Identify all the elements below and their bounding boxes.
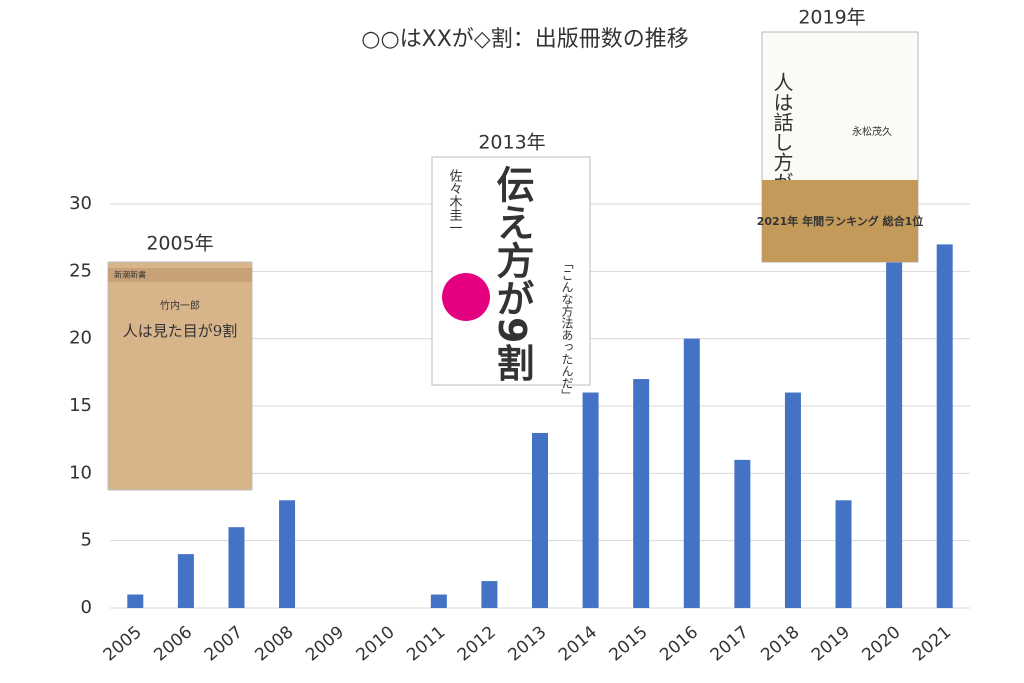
- y-tick-label: 5: [81, 530, 92, 551]
- x-tick-label: 2014: [555, 622, 601, 665]
- y-tick-label: 10: [69, 462, 92, 483]
- x-tick-label: 2007: [201, 622, 247, 665]
- x-tick-label: 2012: [454, 622, 500, 665]
- bar: [936, 244, 953, 608]
- bar: [886, 257, 903, 608]
- y-tick-label: 30: [69, 193, 92, 214]
- bar: [734, 459, 751, 608]
- x-tick-label: 2009: [302, 622, 348, 665]
- cover-band: [108, 268, 252, 282]
- cover-publisher: 新潮新書: [114, 270, 146, 280]
- cover-author: 佐々木圭一: [447, 169, 463, 234]
- y-tick-label: 20: [69, 328, 92, 349]
- annotation-label: 2013年: [478, 132, 545, 154]
- y-tick-label: 0: [81, 597, 92, 618]
- x-tick-label: 2021: [909, 622, 955, 665]
- bar: [532, 432, 548, 608]
- bar: [228, 527, 245, 608]
- book-cover: [431, 156, 591, 386]
- x-tick-label: 2016: [656, 622, 702, 665]
- y-tick-label: 15: [69, 395, 92, 416]
- bar: [633, 379, 650, 608]
- cover-tagline: 2021年 年間ランキング 総合1位: [757, 214, 924, 228]
- bar: [683, 338, 700, 608]
- bar: [430, 594, 447, 608]
- annotation-label: 2005年: [146, 233, 213, 255]
- cover-tagline: 「こんな方法あったんだ」: [560, 257, 574, 401]
- y-tick-label: 25: [69, 260, 92, 281]
- chart-title: ○○はXXが◇割：出版冊数の推移: [361, 27, 688, 52]
- annotation-label: 2019年: [798, 7, 865, 29]
- bar: [127, 594, 144, 608]
- cover-author: 永松茂久: [852, 125, 892, 138]
- x-tick-label: 2005: [100, 622, 146, 665]
- bar: [177, 554, 194, 608]
- x-tick-label: 2011: [403, 622, 449, 665]
- x-tick-label: 2015: [606, 622, 652, 665]
- bar: [279, 500, 296, 608]
- cover-title: 伝え方が9割: [490, 165, 534, 382]
- cover-badge: [442, 273, 490, 321]
- cover-ranking: [762, 180, 918, 262]
- x-tick-label: 2020: [859, 622, 905, 665]
- x-tick-label: 2013: [504, 622, 550, 665]
- x-tick-label: 2010: [353, 622, 399, 665]
- x-tick-label: 2006: [150, 622, 196, 665]
- cover-author: 竹内一郎: [160, 299, 200, 312]
- bar: [582, 392, 599, 608]
- x-tick-label: 2008: [251, 622, 297, 665]
- bar: [481, 581, 498, 608]
- bar: [835, 500, 852, 608]
- cover-title: 人は見た目が9割: [123, 322, 238, 340]
- book-cover: [107, 261, 253, 491]
- x-tick-label: 2017: [707, 622, 753, 665]
- x-tick-label: 2018: [757, 622, 803, 665]
- x-tick-label: 2019: [808, 622, 854, 665]
- bar: [784, 392, 801, 608]
